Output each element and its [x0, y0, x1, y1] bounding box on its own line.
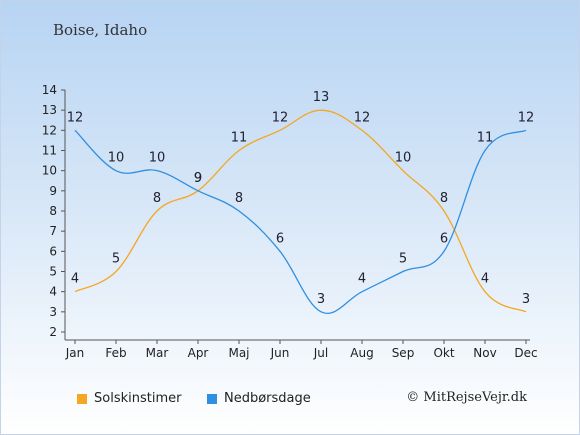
data-label-solskinstimer: 8 [440, 191, 448, 206]
legend-label-nedborsdage: Nedbørsdage [224, 391, 311, 406]
y-tick-label: 11 [42, 144, 57, 158]
data-label-nedborsdage: 9 [194, 171, 202, 186]
legend-swatch-solskinstimer [77, 393, 87, 404]
series-line-nedborsdage [74, 129, 527, 314]
y-tick-label: 5 [49, 265, 57, 279]
x-tick-label: Jul [313, 346, 328, 360]
x-tick-label: Sep [392, 346, 415, 360]
data-label-nedborsdage: 6 [276, 231, 284, 246]
y-tick-label: 4 [49, 285, 57, 299]
x-tick-label: Apr [188, 346, 209, 360]
legend-swatch-nedborsdage [207, 393, 217, 404]
data-label-solskinstimer: 4 [71, 272, 79, 287]
series-line-solskinstimer [74, 109, 527, 313]
data-label-solskinstimer: 4 [481, 272, 489, 287]
legend-item-nedborsdage: Nedbørsdage [207, 391, 311, 406]
data-label-nedborsdage: 4 [358, 272, 366, 287]
data-label-nedborsdage: 10 [108, 151, 125, 166]
data-label-nedborsdage: 5 [399, 252, 407, 267]
y-tick-label: 8 [49, 204, 57, 218]
y-tick-label: 3 [49, 305, 57, 319]
x-tick-label: Maj [228, 346, 249, 360]
y-tick-label: 12 [42, 123, 57, 137]
x-tick-label: Feb [105, 346, 126, 360]
legend-label-solskinstimer: Solskinstimer [94, 391, 182, 406]
data-label-solskinstimer: 9 [194, 171, 202, 186]
x-tick-label: Nov [473, 346, 496, 360]
copyright-text: © MitRejseVejr.dk [406, 390, 527, 405]
legend-item-solskinstimer: Solskinstimer [77, 391, 181, 406]
data-label-nedborsdage: 6 [440, 231, 448, 246]
y-tick-label: 9 [49, 184, 57, 198]
data-label-nedborsdage: 11 [477, 131, 494, 146]
data-label-nedborsdage: 10 [149, 151, 166, 166]
y-tick-label: 7 [49, 224, 57, 238]
data-label-solskinstimer: 13 [313, 90, 330, 105]
data-label-nedborsdage: 8 [235, 191, 243, 206]
data-label-solskinstimer: 10 [395, 151, 412, 166]
data-label-solskinstimer: 12 [272, 110, 289, 125]
chart-title: Boise, Idaho [53, 21, 148, 39]
x-tick-label: Okt [433, 346, 454, 360]
y-tick-label: 14 [42, 83, 57, 97]
data-label-solskinstimer: 12 [354, 110, 371, 125]
x-tick-label: Dec [514, 346, 537, 360]
x-tick-label: Jan [65, 346, 85, 360]
data-label-solskinstimer: 5 [112, 252, 120, 267]
x-tick-label: Mar [146, 346, 169, 360]
y-tick-label: 10 [42, 164, 57, 178]
data-label-solskinstimer: 3 [522, 292, 530, 307]
y-tick-label: 6 [49, 244, 57, 258]
data-label-nedborsdage: 3 [317, 292, 325, 307]
y-tick-label: 13 [42, 103, 57, 117]
x-tick-label: Jun [270, 346, 290, 360]
x-tick-label: Aug [350, 346, 373, 360]
data-label-solskinstimer: 8 [153, 191, 161, 206]
data-label-nedborsdage: 12 [67, 110, 84, 125]
y-tick-label: 2 [49, 325, 57, 339]
data-label-solskinstimer: 11 [231, 131, 248, 146]
data-label-nedborsdage: 12 [518, 110, 535, 125]
